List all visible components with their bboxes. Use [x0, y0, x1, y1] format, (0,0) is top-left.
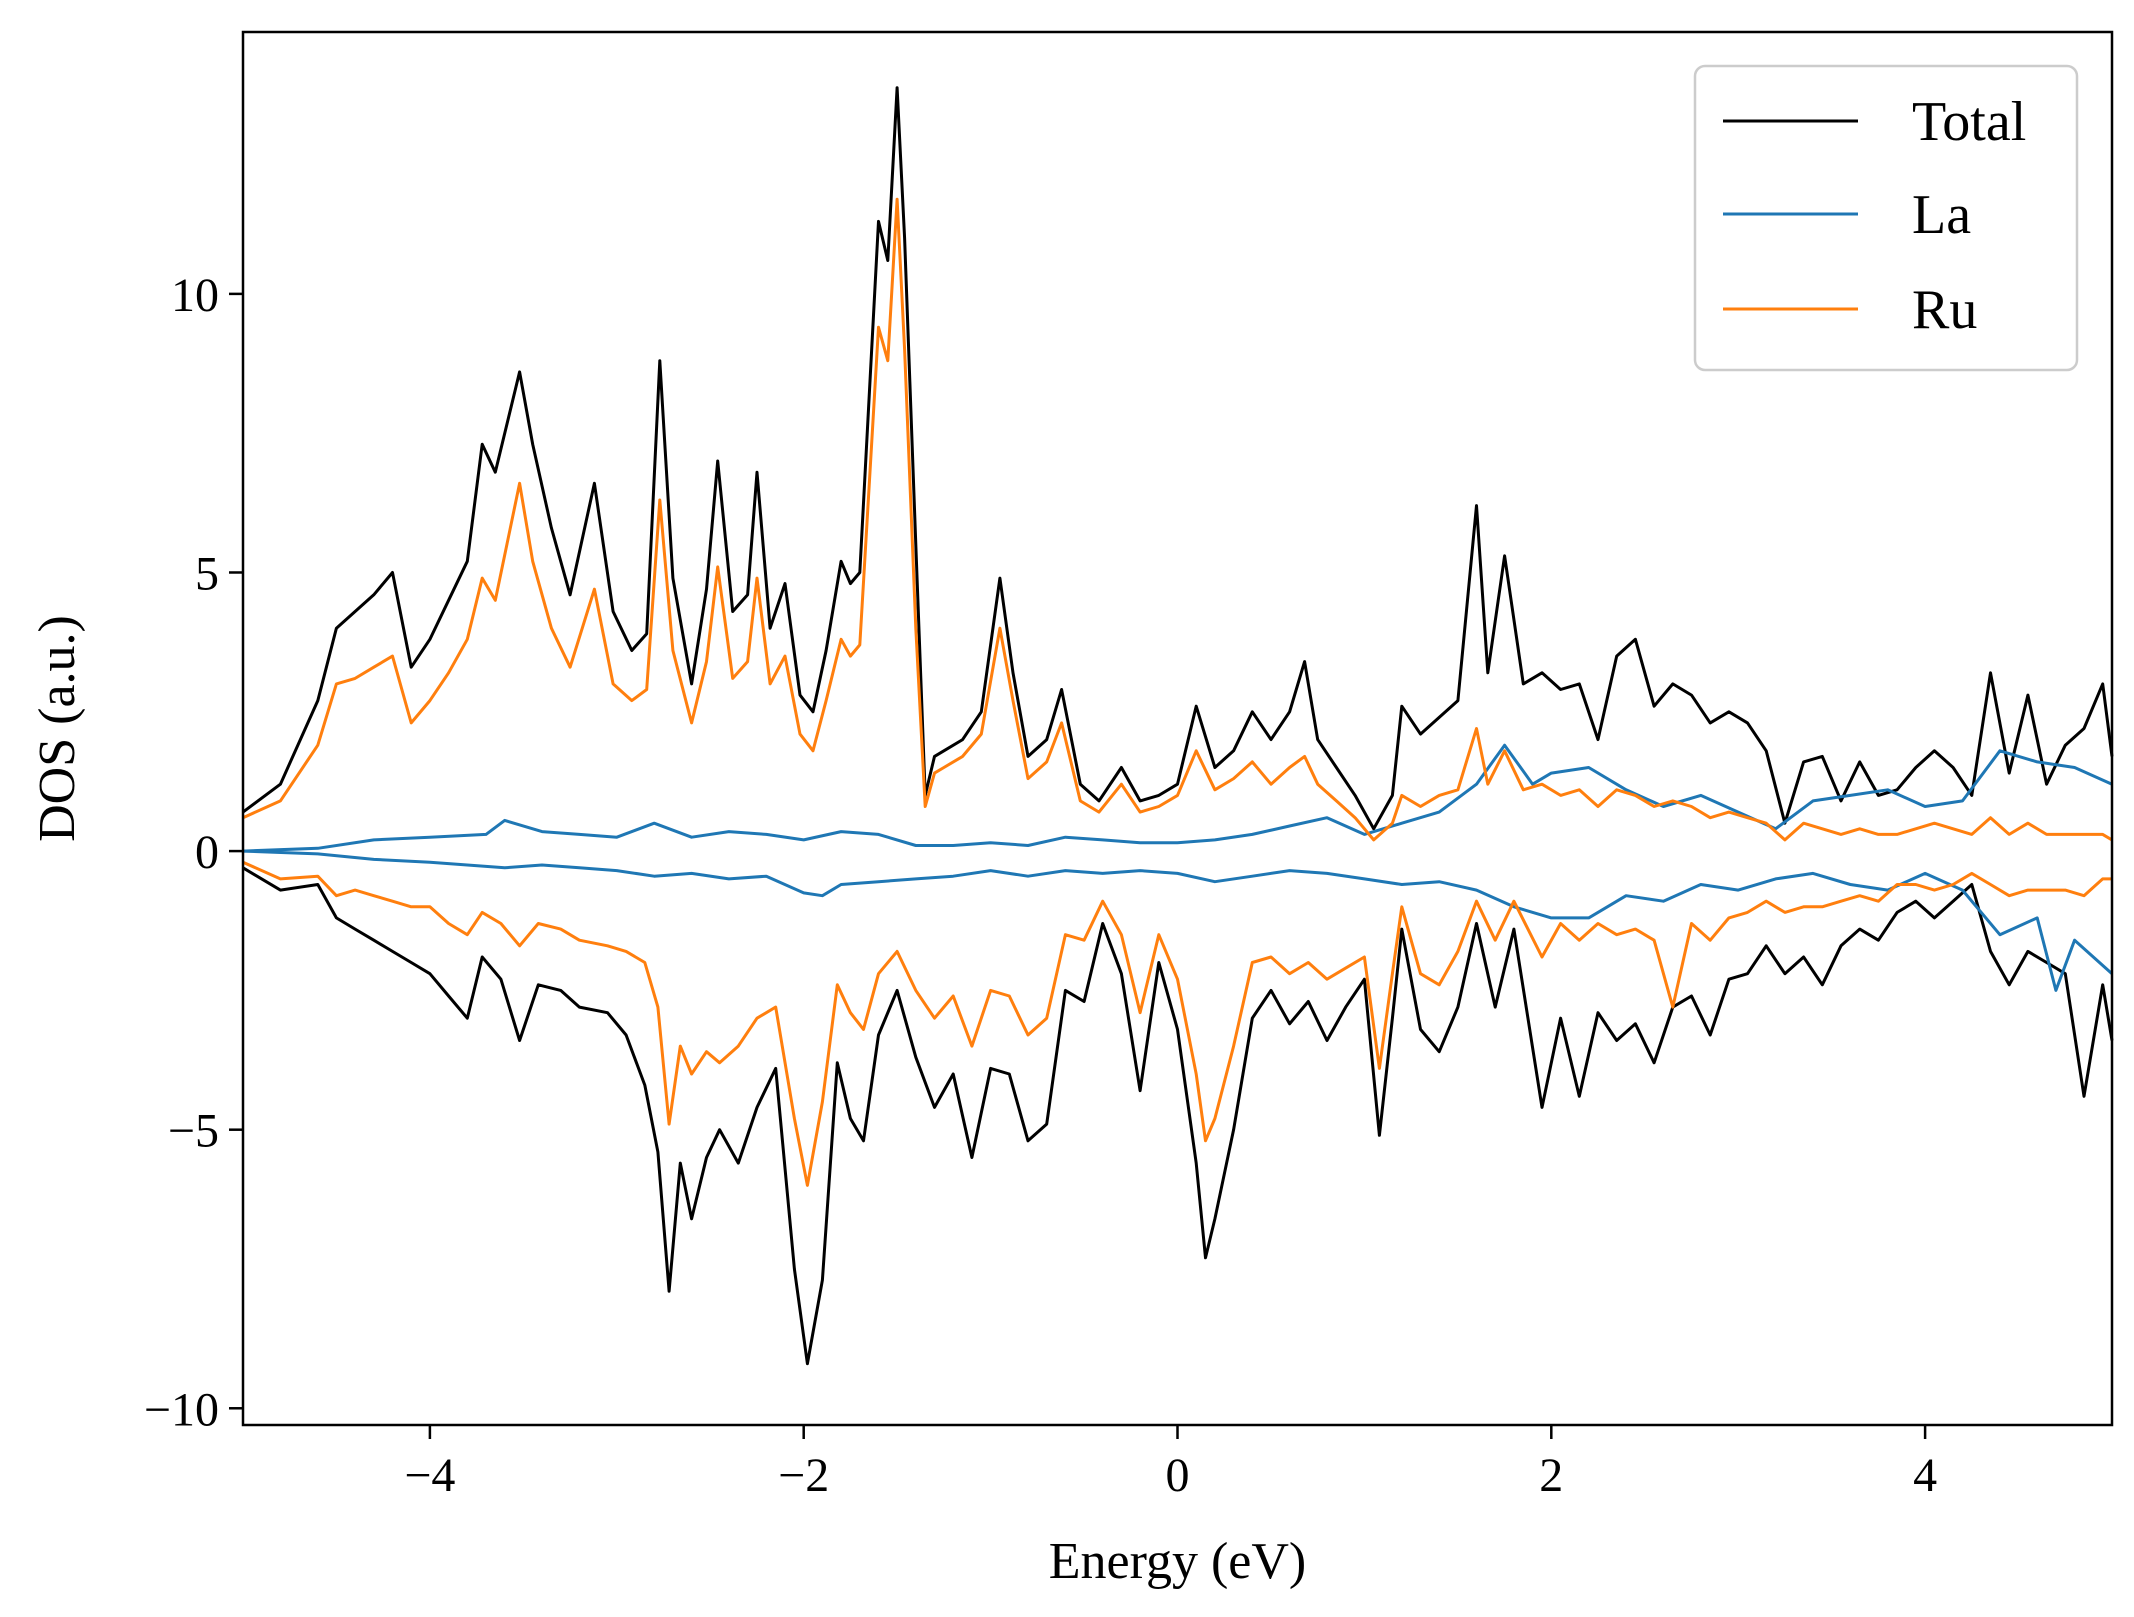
y-tick-label: 10 — [171, 269, 219, 322]
y-tick-label: −5 — [168, 1105, 219, 1158]
ticks-layer: −4 −2 0 2 4 −10 −5 0 5 10 — [144, 269, 1937, 1502]
legend-label-ru: Ru — [1912, 279, 1977, 341]
y-tick-label: 0 — [195, 826, 219, 879]
y-tick-label: 5 — [195, 547, 219, 600]
x-tick-label: −4 — [404, 1449, 455, 1502]
series-line-total-up — [242, 86, 2114, 831]
legend-label-total: Total — [1912, 91, 2026, 153]
series-line-la-up — [242, 743, 2113, 853]
x-tick-label: 4 — [1913, 1449, 1937, 1502]
x-tick-label: −2 — [778, 1449, 829, 1502]
y-tick-label: −10 — [144, 1383, 219, 1436]
legend-box — [1693, 64, 2079, 372]
x-tick-label: 2 — [1539, 1449, 1563, 1502]
series-line-ru-down — [242, 860, 2112, 1187]
series-layer — [242, 86, 2114, 1366]
series-line-total-down — [242, 866, 2114, 1366]
y-axis-label: DOS (a.u.) — [29, 615, 86, 842]
x-axis-label: Energy (eV) — [1049, 1533, 1307, 1590]
legend-label-la: La — [1912, 184, 1971, 246]
plot-area-frame — [241, 30, 2114, 1427]
legend: Total La Ru — [1693, 64, 2079, 372]
series-line-la-down — [242, 849, 2114, 992]
series-line-ru-up — [242, 197, 2113, 842]
x-tick-label: 0 — [1166, 1449, 1190, 1502]
